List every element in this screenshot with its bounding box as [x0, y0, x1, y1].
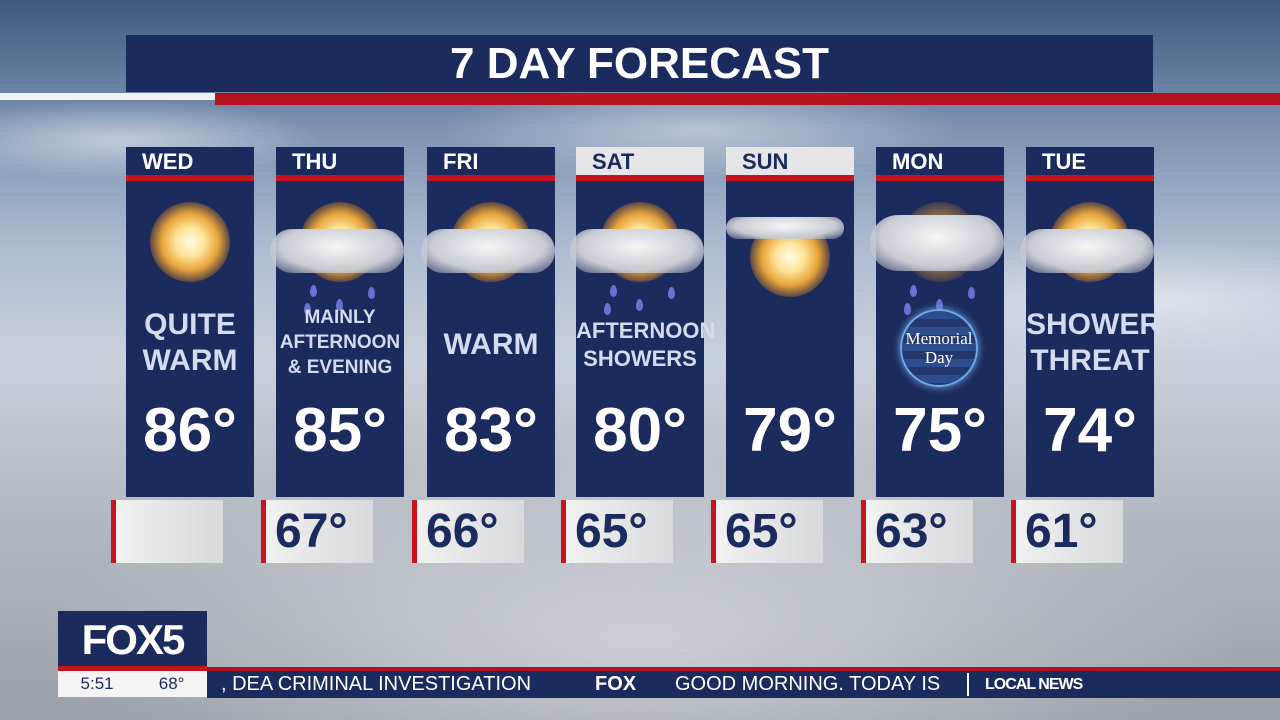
- divider: [58, 666, 207, 671]
- divider: [276, 175, 404, 181]
- time-temp-box: 5:51 68°: [58, 671, 207, 697]
- badge-text: Day: [924, 348, 954, 367]
- forecast-description: WARM: [427, 327, 555, 363]
- cloudy-rain-icon: [870, 187, 1004, 317]
- high-temp: 83°: [444, 396, 538, 465]
- clock-time: 5:51: [80, 674, 114, 693]
- forecast-description: QUITE WARM: [126, 307, 254, 379]
- partly-cloudy-rain-icon: [270, 187, 404, 317]
- partly-cloudy-rain-icon: [570, 187, 704, 317]
- divider: [412, 500, 417, 563]
- current-temp: 68°: [158, 674, 185, 693]
- low-temp: 66°: [426, 505, 499, 558]
- forecast-day-tue: TUE SHOWER THREAT 74°: [1020, 147, 1161, 497]
- divider: [861, 500, 866, 563]
- high-temp: 85°: [293, 396, 387, 465]
- day-label: SAT: [576, 147, 704, 175]
- day-label: MON: [892, 149, 944, 174]
- description-line: AFTERNOON: [576, 318, 716, 343]
- divider: [261, 500, 266, 563]
- ticker-brand: FOX: [595, 673, 637, 695]
- description-line: WARM: [142, 344, 238, 377]
- page-title: 7 DAY FORECAST: [126, 35, 1153, 92]
- low-temp-box: 66°: [412, 500, 524, 563]
- high-temp: 80°: [593, 396, 687, 465]
- high-temp: 86°: [143, 396, 237, 465]
- ticker-section: LOCAL NEWS: [985, 676, 1083, 693]
- news-ticker: , DEA CRIMINAL INVESTIGATION FOX GOOD MO…: [207, 667, 1280, 698]
- divider: [711, 500, 716, 563]
- divider: [427, 175, 555, 181]
- low-temp-box: 61°: [1011, 500, 1123, 563]
- forecast-day-sat: SAT AFTERNOON SHOWERS 80°: [570, 147, 716, 497]
- low-temp: 63°: [875, 505, 948, 558]
- day-label: WED: [142, 149, 194, 174]
- divider: [876, 175, 1004, 181]
- description-line: THREAT: [1030, 344, 1150, 377]
- low-temp-box: 65°: [561, 500, 673, 563]
- divider: [0, 93, 215, 100]
- forecast-day-wed: WED QUITE WARM 86°: [126, 147, 254, 497]
- low-temp: 65°: [575, 505, 648, 558]
- forecast-day-fri: FRI WARM 83°: [421, 147, 555, 497]
- description-line: AFTERNOON: [279, 332, 401, 353]
- description-line: SHOWERS: [583, 346, 697, 371]
- divider: [111, 500, 116, 563]
- description-line: SHOWER: [1026, 308, 1161, 341]
- high-temp: 79°: [743, 396, 837, 465]
- day-label: THU: [292, 149, 338, 174]
- low-temp-box: [111, 500, 223, 563]
- low-temp: 65°: [725, 505, 798, 558]
- ticker-text: , DEA CRIMINAL INVESTIGATION: [221, 673, 532, 695]
- high-temp: 75°: [893, 396, 987, 465]
- forecast-day-mon: MON Memorial Day 75°: [870, 147, 1004, 497]
- forecast-description: MAINLY AFTERNOON & EVENING: [276, 305, 404, 380]
- divider: [215, 93, 1280, 105]
- ticker-text: GOOD MORNING. TODAY IS: [675, 673, 941, 695]
- low-temp-box: 65°: [711, 500, 823, 563]
- divider: [561, 500, 566, 563]
- memorial-day-badge: Memorial Day: [900, 309, 978, 387]
- low-temp-box: 67°: [261, 500, 373, 563]
- divider: [1011, 500, 1016, 563]
- description-line: MAINLY: [304, 307, 376, 328]
- divider: [726, 175, 854, 181]
- low-temp-box: 63°: [861, 500, 973, 563]
- badge-text: Memorial: [905, 329, 973, 348]
- divider: [576, 175, 704, 181]
- divider: [1026, 175, 1154, 181]
- description-line: WARM: [443, 328, 539, 361]
- partly-cloudy-icon: [1020, 187, 1154, 317]
- forecast-day-thu: THU MAINLY AFTERNOON & EVENING 85°: [270, 147, 404, 497]
- forecast-day-sun: SUN 79°: [726, 147, 854, 497]
- station-logo: FOX5: [58, 611, 207, 668]
- low-temp: 61°: [1025, 505, 1098, 558]
- day-label: TUE: [1042, 149, 1086, 174]
- mostly-sunny-icon: [726, 187, 854, 317]
- sunny-icon: [126, 187, 254, 317]
- partly-cloudy-icon: [421, 187, 555, 317]
- description-line: QUITE: [144, 308, 236, 341]
- forecast-description: SHOWER THREAT: [1026, 307, 1161, 379]
- description-line: & EVENING: [287, 357, 393, 378]
- day-label: FRI: [443, 149, 479, 174]
- divider: [126, 175, 254, 181]
- low-temp: 67°: [275, 505, 348, 558]
- high-temp: 74°: [1043, 396, 1137, 465]
- forecast-description: AFTERNOON SHOWERS: [576, 317, 716, 373]
- divider: [967, 673, 969, 696]
- day-label: SUN: [726, 147, 854, 175]
